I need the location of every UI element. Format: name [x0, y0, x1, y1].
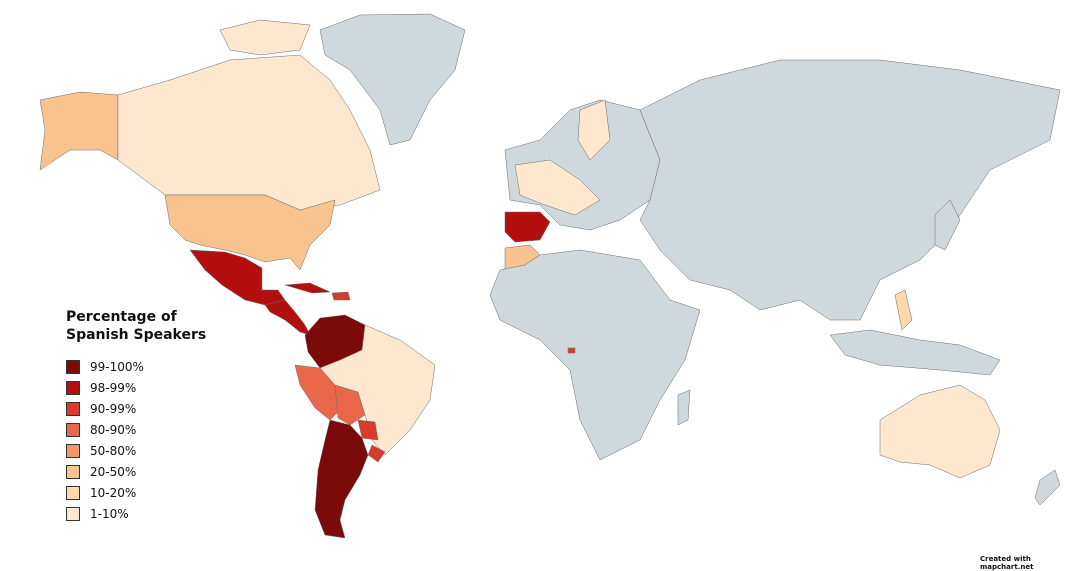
asia [639, 59, 1061, 321]
legend-label: 1-10% [90, 506, 129, 521]
indonesia [829, 329, 1001, 376]
philippines [894, 289, 913, 331]
argentina-chile [314, 419, 369, 539]
legend-item: 20-50% [66, 461, 236, 482]
legend-item: 99-100% [66, 356, 236, 377]
new-zealand [1034, 469, 1061, 506]
legend-item: 50-80% [66, 440, 236, 461]
canada [117, 54, 381, 211]
legend-label: 10-20% [90, 485, 137, 500]
legend-label: 50-80% [90, 443, 137, 458]
legend-title: Percentage of Spanish Speakers [66, 309, 207, 343]
australia [879, 384, 1001, 479]
legend-swatch [66, 464, 80, 479]
japan [934, 199, 961, 251]
legend-item: 1-10% [66, 503, 236, 524]
uruguay [367, 444, 386, 463]
africa [489, 249, 701, 461]
eq-guinea [567, 347, 576, 354]
legend-swatch [66, 506, 80, 521]
legend-label: 20-50% [90, 464, 137, 479]
legend-swatch [66, 380, 80, 395]
arctic-islands [219, 19, 311, 56]
legend-label: 80-90% [90, 422, 137, 437]
madagascar [677, 389, 691, 426]
legend-swatch [66, 485, 80, 500]
legend-swatch [66, 443, 80, 458]
western-europe [514, 159, 601, 216]
greenland [319, 13, 466, 146]
scandinavia [577, 99, 611, 161]
spain [504, 211, 551, 243]
legend-label: 99-100% [90, 359, 144, 374]
legend-swatch [66, 401, 80, 416]
alaska [39, 91, 119, 171]
cuba [284, 282, 331, 294]
central-america [264, 299, 311, 336]
legend-item: 98-99% [66, 377, 236, 398]
legend-label: 90-99% [90, 401, 137, 416]
legend-item: 10-20% [66, 482, 236, 503]
mexico [189, 249, 286, 306]
hispaniola [331, 291, 351, 301]
credit: Created with mapchart.net [980, 555, 1034, 571]
legend-item: 80-90% [66, 419, 236, 440]
legend-items: 99-100% 98-99% 90-99% 80-90% 50-80% 20-50% 10-… [66, 356, 236, 524]
usa [164, 194, 336, 271]
legend-swatch [66, 422, 80, 437]
paraguay [357, 419, 379, 441]
legend: Percentage of Spanish Speakers 99-100% 98… [66, 308, 236, 524]
brazil [319, 324, 436, 456]
legend-item: 90-99% [66, 398, 236, 419]
legend-label: 98-99% [90, 380, 137, 395]
legend-swatch [66, 359, 80, 374]
